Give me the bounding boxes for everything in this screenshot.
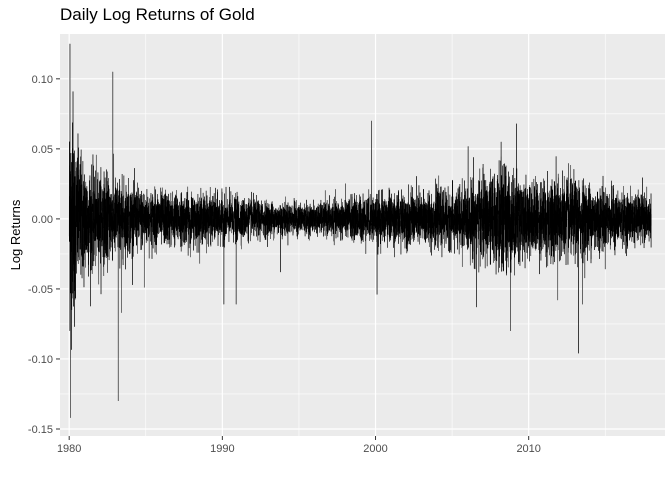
x-tick-label: 2010 xyxy=(516,443,540,455)
y-tick-label: 0.00 xyxy=(32,214,53,226)
y-tick-label: 0.10 xyxy=(32,74,53,86)
y-tick-label: -0.15 xyxy=(28,424,53,436)
x-axis: 1980 1990 2000 2010 xyxy=(57,436,541,455)
x-tick-label: 2000 xyxy=(363,443,387,455)
y-axis: -0.15 -0.10 -0.05 0.00 0.05 0.10 xyxy=(28,74,60,436)
y-tick-label: -0.10 xyxy=(28,354,53,366)
chart-title: Daily Log Returns of Gold xyxy=(60,5,255,24)
y-axis-title: Log Returns xyxy=(8,199,23,270)
log-returns-line xyxy=(68,43,652,418)
y-tick-label: 0.05 xyxy=(32,144,53,156)
x-tick-label: 1980 xyxy=(57,443,81,455)
x-tick-label: 1990 xyxy=(210,443,234,455)
series-line xyxy=(68,43,652,418)
y-tick-label: -0.05 xyxy=(28,284,53,296)
